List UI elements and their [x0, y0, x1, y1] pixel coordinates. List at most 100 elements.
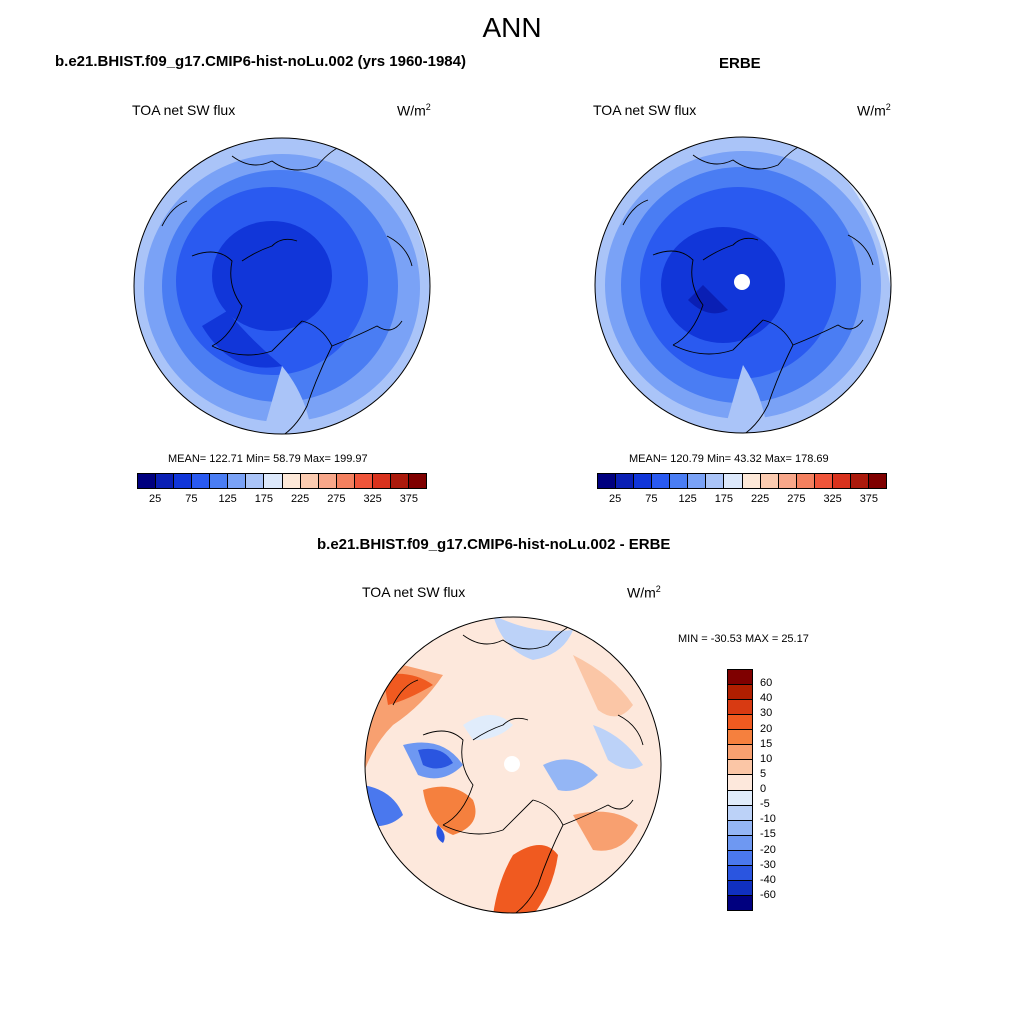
colorbar-swatch: [670, 474, 689, 488]
panel3-pole-gap: [504, 756, 520, 772]
colorbar-swatch: [390, 474, 409, 488]
panel3-polar-map: [364, 616, 662, 914]
colorbar-swatch: [728, 880, 752, 896]
panel3-colorbar: [727, 669, 753, 911]
colorbar-tick-label: 20: [760, 722, 773, 735]
colorbar-tick-label: 0: [760, 783, 767, 795]
colorbar-swatch: [728, 790, 752, 806]
panel2-stats: MEAN= 120.79 Min= 43.32 Max= 178.69: [629, 453, 829, 465]
colorbar-swatch: [796, 474, 815, 488]
panel2-colorbar-ticks: 25 75 125 175 225 275 325 375: [597, 493, 887, 507]
panel1-colorbar-ticks: 25 75 125 175 225 275 325 375: [137, 493, 427, 507]
colorbar-tick-label: -30: [760, 858, 776, 871]
colorbar-swatch: [728, 775, 752, 791]
colorbar-tick-label: -15: [760, 828, 776, 841]
panel1-stats: MEAN= 122.71 Min= 58.79 Max= 199.97: [168, 453, 368, 465]
panel2-polar-map: [594, 136, 892, 434]
colorbar-tick-label: 325: [363, 493, 382, 505]
colorbar-tick-label: 325: [823, 493, 842, 505]
colorbar-swatch: [408, 474, 426, 488]
colorbar-swatch: [728, 805, 752, 821]
colorbar-tick-label: 75: [185, 493, 198, 505]
colorbar-swatch: [652, 474, 671, 488]
colorbar-tick-label: 175: [254, 493, 274, 505]
colorbar-swatch: [868, 474, 886, 488]
colorbar-tick-label: -20: [760, 843, 776, 856]
colorbar-swatch: [728, 820, 752, 836]
panel3-variable-label: TOA net SW flux: [362, 584, 466, 600]
panel2-units: W/m2: [857, 102, 891, 119]
colorbar-swatch: [728, 670, 752, 686]
colorbar-swatch: [354, 474, 373, 488]
colorbar-swatch: [728, 685, 752, 701]
panel1-units: W/m2: [397, 102, 431, 119]
colorbar-tick-label: 25: [149, 493, 162, 505]
colorbar-tick-label: 10: [760, 752, 773, 765]
colorbar-tick-label: 225: [290, 493, 310, 505]
colorbar-swatch: [728, 895, 752, 910]
colorbar-tick-label: -10: [760, 813, 776, 826]
panel2-colorbar: [597, 473, 887, 489]
colorbar-swatch: [138, 474, 157, 488]
colorbar-swatch: [850, 474, 869, 488]
colorbar-tick-label: 375: [859, 493, 879, 505]
colorbar-swatch: [814, 474, 833, 488]
colorbar-swatch: [282, 474, 301, 488]
colorbar-swatch: [246, 474, 265, 488]
colorbar-tick-label: 375: [399, 493, 419, 505]
colorbar-swatch: [634, 474, 653, 488]
colorbar-swatch: [598, 474, 617, 488]
panel1-variable-label: TOA net SW flux: [132, 102, 236, 118]
colorbar-swatch: [688, 474, 707, 488]
colorbar-swatch: [372, 474, 391, 488]
colorbar-swatch: [300, 474, 319, 488]
colorbar-swatch: [174, 474, 193, 488]
colorbar-swatch: [724, 474, 743, 488]
colorbar-tick-label: -60: [760, 888, 776, 901]
panel2-case-title: ERBE: [719, 55, 761, 72]
colorbar-tick-label: 225: [750, 493, 770, 505]
panel2-variable-label: TOA net SW flux: [593, 102, 697, 118]
colorbar-tick-label: 40: [760, 692, 773, 705]
colorbar-swatch: [760, 474, 779, 488]
colorbar-tick-label: 60: [760, 677, 773, 690]
panel1-polar-map: [133, 137, 431, 435]
panel3-stats: MIN = -30.53 MAX = 25.17: [678, 633, 809, 645]
colorbar-tick-label: 30: [760, 707, 773, 720]
colorbar-tick-label: 5: [760, 767, 767, 780]
colorbar-tick-label: 25: [609, 493, 622, 505]
panel3-colorbar-ticks: 60 40 30 20 15 10 5 0 -5 -10 -15 -20 -30 -40 -60: [760, 669, 800, 911]
colorbar-tick-label: -5: [760, 798, 770, 811]
colorbar-swatch: [210, 474, 229, 488]
colorbar-swatch: [228, 474, 247, 488]
colorbar-swatch: [192, 474, 211, 488]
colorbar-swatch: [728, 850, 752, 866]
colorbar-tick-label: 275: [327, 493, 346, 505]
panel3-units: W/m2: [627, 584, 661, 601]
colorbar-swatch: [728, 745, 752, 761]
colorbar-swatch: [728, 700, 752, 716]
colorbar-swatch: [616, 474, 635, 488]
panel3-case-title: b.e21.BHIST.f09_g17.CMIP6-hist-noLu.002 …: [317, 536, 671, 553]
panel2-pole-gap: [734, 274, 750, 290]
colorbar-swatch: [778, 474, 797, 488]
colorbar-tick-label: 275: [787, 493, 806, 505]
figure-title: ANN: [482, 12, 542, 43]
colorbar-tick-label: 125: [218, 493, 237, 505]
colorbar-tick-label: 175: [714, 493, 734, 505]
colorbar-swatch: [156, 474, 175, 488]
colorbar-tick-label: 125: [678, 493, 697, 505]
colorbar-tick-label: -40: [760, 873, 776, 886]
colorbar-swatch: [318, 474, 337, 488]
colorbar-swatch: [706, 474, 725, 488]
colorbar-tick-label: 15: [760, 737, 773, 750]
colorbar-swatch: [728, 835, 752, 851]
panel1-colorbar: [137, 473, 427, 489]
colorbar-swatch: [832, 474, 851, 488]
colorbar-tick-label: 75: [645, 493, 658, 505]
colorbar-swatch: [742, 474, 761, 488]
panel1-case-title: b.e21.BHIST.f09_g17.CMIP6-hist-noLu.002 …: [55, 53, 466, 70]
colorbar-swatch: [336, 474, 355, 488]
colorbar-swatch: [264, 474, 283, 488]
colorbar-swatch: [728, 760, 752, 776]
